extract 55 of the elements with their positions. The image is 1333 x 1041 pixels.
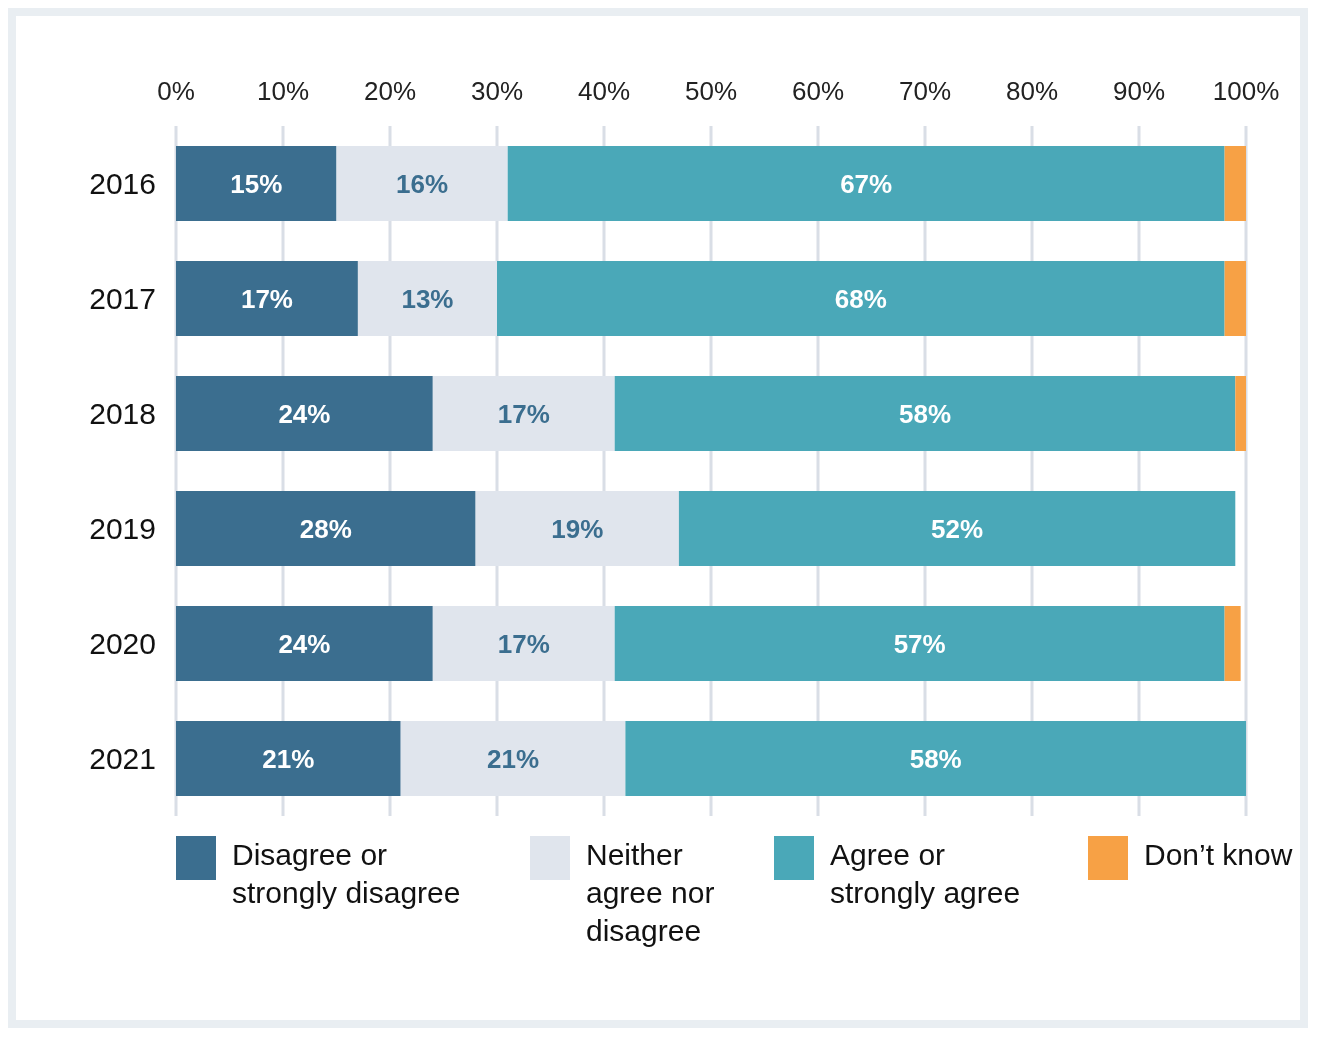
x-tick-label: 40% bbox=[577, 76, 631, 106]
data-label: 19% bbox=[551, 513, 604, 544]
bar bbox=[507, 146, 1225, 221]
data-label: 21% bbox=[487, 743, 540, 774]
bar bbox=[614, 376, 1236, 451]
data-label: 24% bbox=[278, 628, 331, 659]
bar bbox=[176, 491, 476, 566]
y-tick-label: 2017 bbox=[89, 282, 156, 316]
bar bbox=[497, 261, 1225, 336]
legend-label: Neither agree nor disagree bbox=[586, 837, 716, 949]
bar bbox=[176, 606, 433, 681]
x-tick-label: 0% bbox=[157, 76, 195, 106]
bar bbox=[176, 376, 433, 451]
bar bbox=[678, 491, 1236, 566]
bar bbox=[1224, 146, 1246, 221]
x-tick-label: 20% bbox=[363, 76, 417, 106]
bar bbox=[176, 261, 358, 336]
x-tick-label: 50% bbox=[684, 76, 738, 106]
data-label: 15% bbox=[230, 168, 283, 199]
bar bbox=[1224, 606, 1241, 681]
y-tick-label: 2016 bbox=[89, 167, 156, 201]
data-label: 24% bbox=[278, 398, 331, 429]
y-tick-label: 2018 bbox=[89, 397, 156, 431]
bar bbox=[614, 606, 1225, 681]
data-label: 21% bbox=[262, 743, 315, 774]
data-label: 16% bbox=[396, 168, 449, 199]
x-tick-label: 100% bbox=[1212, 76, 1280, 106]
legend-label: Disagree or strongly disagree bbox=[232, 837, 462, 911]
x-tick-label: 60% bbox=[791, 76, 845, 106]
y-tick-label: 2020 bbox=[89, 627, 156, 661]
data-label: 17% bbox=[240, 283, 293, 314]
x-tick-label: 70% bbox=[898, 76, 952, 106]
data-label: 58% bbox=[909, 743, 962, 774]
y-tick-label: 2021 bbox=[89, 742, 156, 776]
data-label: 17% bbox=[497, 628, 550, 659]
x-tick-label: 80% bbox=[1005, 76, 1059, 106]
bar bbox=[176, 721, 401, 796]
legend-label: Don’t know bbox=[1144, 837, 1293, 873]
data-label: 52% bbox=[931, 513, 984, 544]
x-tick-label: 10% bbox=[256, 76, 310, 106]
x-tick-label: 30% bbox=[470, 76, 524, 106]
legend-label: Agree or strongly agree bbox=[830, 837, 1022, 911]
data-label: 58% bbox=[898, 398, 952, 429]
data-label: 67% bbox=[840, 168, 893, 199]
bar bbox=[625, 721, 1246, 796]
data-label: 13% bbox=[401, 283, 454, 314]
bar bbox=[176, 146, 337, 221]
data-label: 17% bbox=[497, 398, 550, 429]
x-tick-label: 90% bbox=[1112, 76, 1166, 106]
bar bbox=[1224, 261, 1246, 336]
data-label: 28% bbox=[299, 513, 352, 544]
data-label: 68% bbox=[834, 283, 887, 314]
bar bbox=[1235, 376, 1246, 451]
y-tick-label: 2019 bbox=[89, 512, 156, 546]
data-label: 57% bbox=[893, 628, 946, 659]
